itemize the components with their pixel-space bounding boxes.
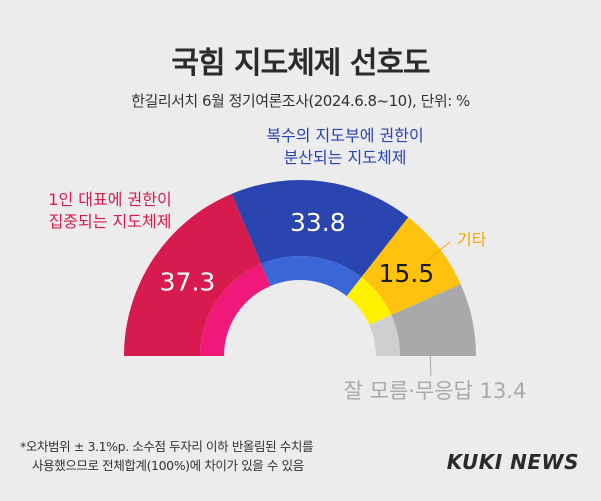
- slice-3-outer: [361, 217, 461, 316]
- kuki-news-logo: KUKI NEWS: [446, 450, 579, 474]
- slice-4-inner: [369, 315, 400, 356]
- leader-line-4: [429, 349, 432, 377]
- category-label-2-line-2: 분산되는 지도체제: [284, 148, 407, 167]
- value-label-1: 37.3: [160, 267, 216, 296]
- leader-line-1: [199, 211, 219, 237]
- slice-4-outer: [391, 284, 476, 356]
- footnote-line-1: *오차범위 ± 3.1%p. 소수점 두자리 이하 반올림된 수치를: [20, 439, 314, 454]
- category-label-1-line-1: 1인 대표에 권한이: [48, 190, 171, 209]
- category-label-4-line-1: 잘 모름·무응답 13.4: [344, 379, 527, 403]
- chart-title: 국힘 지도체제 선호도: [171, 46, 430, 81]
- slice-1-outer: [124, 193, 262, 356]
- value-label-2: 33.8: [290, 208, 346, 237]
- footnote-line-2: 사용했으므로 전체합계(100%)에 차이가 있을 수 있음: [32, 458, 304, 473]
- category-label-2-line-1: 복수의 지도부에 권한이: [266, 126, 423, 145]
- slice-2-outer: [231, 179, 409, 278]
- value-label-3: 15.5: [378, 259, 434, 288]
- category-label-1-line-2: 집중되는 지도체제: [49, 212, 172, 231]
- slice-3-inner: [346, 277, 392, 325]
- slice-2-inner: [261, 255, 362, 297]
- category-label-3-line-1: 기타: [457, 230, 487, 249]
- chart-subtitle: 한길리서치 6월 정기여론조사(2024.6.8~10), 단위: %: [131, 92, 470, 110]
- slice-1-inner: [200, 263, 271, 356]
- leader-line-3: [423, 241, 451, 264]
- footnote: *오차범위 ± 3.1%p. 소수점 두자리 이하 반올림된 수치를 사용했으므…: [20, 437, 314, 475]
